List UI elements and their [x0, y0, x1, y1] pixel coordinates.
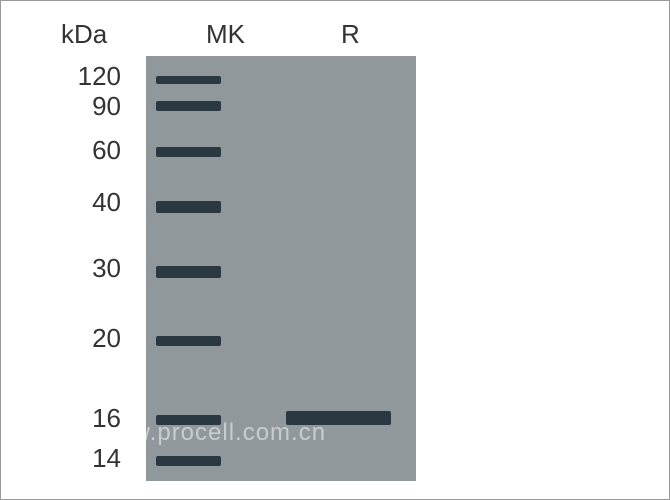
marker-band-120: [156, 76, 221, 84]
marker-band-40: [156, 201, 221, 213]
mw-label-40: 40: [51, 187, 121, 218]
marker-band-90: [156, 101, 221, 111]
sample-band-r: [286, 411, 391, 425]
mw-label-90: 90: [51, 91, 121, 122]
gel-image-container: kDa MK R 120 90 60 40 30 20 16 14 www.pr…: [0, 0, 670, 500]
sample-lane-label: R: [341, 19, 360, 50]
marker-band-30: [156, 266, 221, 278]
marker-band-14: [156, 456, 221, 466]
kda-unit-label: kDa: [61, 19, 107, 50]
mw-label-30: 30: [51, 253, 121, 284]
marker-band-20: [156, 336, 221, 346]
mw-label-120: 120: [51, 61, 121, 92]
mw-label-20: 20: [51, 323, 121, 354]
marker-lane-label: MK: [206, 19, 245, 50]
mw-label-16: 16: [51, 403, 121, 434]
mw-label-60: 60: [51, 135, 121, 166]
marker-band-16: [156, 415, 221, 425]
mw-label-14: 14: [51, 443, 121, 474]
marker-band-60: [156, 147, 221, 157]
